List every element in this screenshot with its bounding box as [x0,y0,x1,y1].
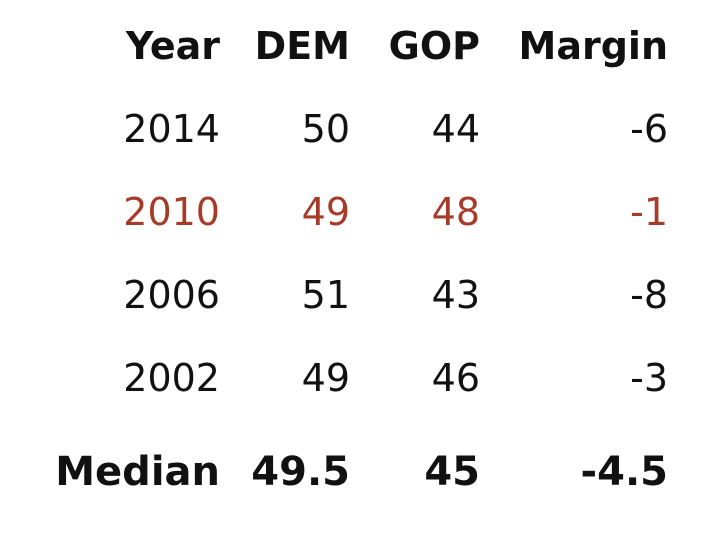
table-row-2006: 2006 51 43 -8 [0,265,728,325]
table-row-2014: 2014 50 44 -6 [0,99,728,159]
footer-dem: 49.5 [251,449,350,495]
cell-dem: 49 [301,190,350,234]
header-year: Year [125,24,220,68]
cell-dem: 49 [301,356,350,400]
cell-margin: -3 [630,356,668,400]
footer-label: Median [55,449,220,495]
header-margin: Margin [518,24,668,68]
footer-gop: 45 [424,449,480,495]
cell-margin: -6 [630,107,668,151]
cell-dem: 50 [301,107,350,151]
table-header: Year DEM GOP Margin [0,16,728,76]
header-dem: DEM [254,24,350,68]
table-row-2002: 2002 49 46 -3 [0,348,728,408]
cell-year: 2002 [123,356,220,400]
table-row-2010: 2010 49 48 -1 [0,182,728,242]
footer-margin: -4.5 [580,449,668,495]
cell-gop: 43 [431,273,480,317]
cell-year: 2014 [123,107,220,151]
cell-gop: 48 [431,190,480,234]
table-footer-median: Median 49.5 45 -4.5 [0,442,728,502]
cell-margin: -8 [630,273,668,317]
header-gop: GOP [388,24,480,68]
cell-margin: -1 [630,190,668,234]
cell-year: 2010 [123,190,220,234]
cell-gop: 46 [431,356,480,400]
cell-gop: 44 [431,107,480,151]
cell-dem: 51 [301,273,350,317]
cell-year: 2006 [123,273,220,317]
